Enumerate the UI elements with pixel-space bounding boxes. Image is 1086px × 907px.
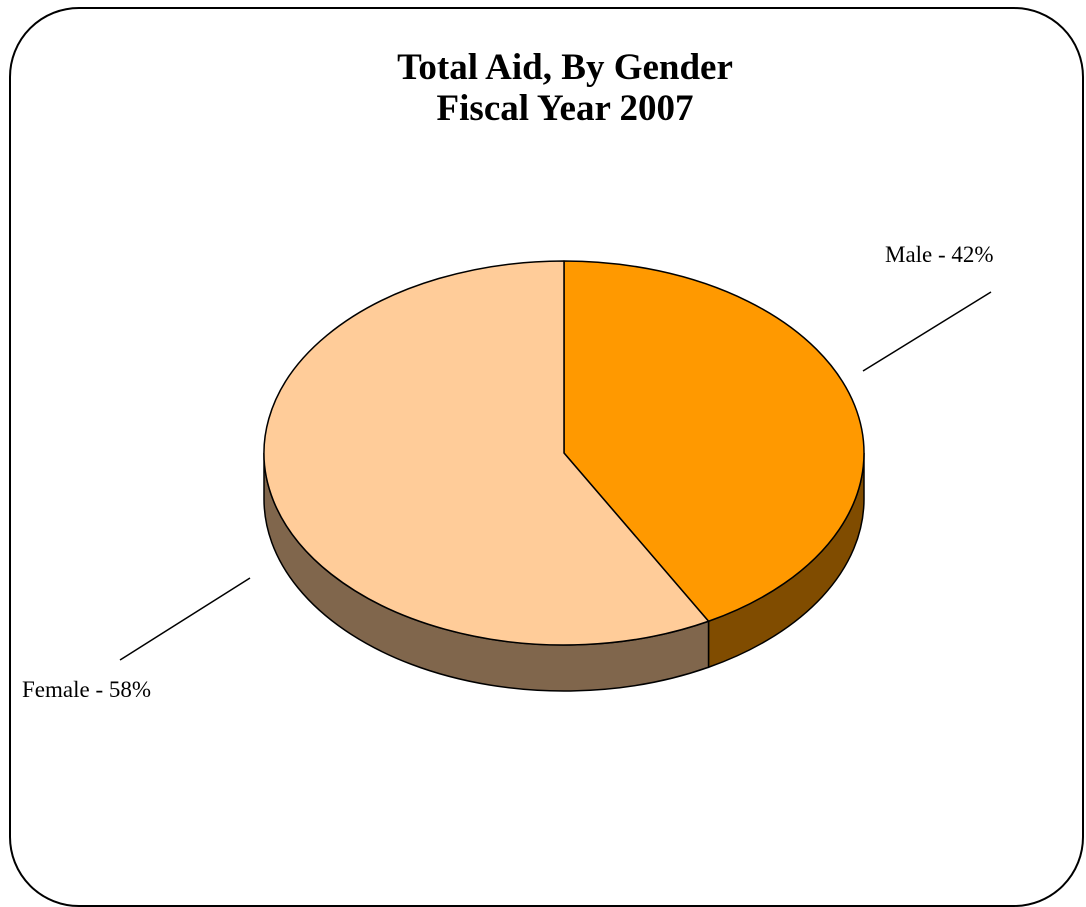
pie-chart: Male - 42% Female - 58% xyxy=(22,242,994,702)
slice-label-female: Female - 58% xyxy=(22,677,151,702)
pie-slice-female xyxy=(263,260,710,646)
slice-label-male: Male - 42% xyxy=(885,242,994,267)
chart-title: Total Aid, By Gender xyxy=(397,47,733,88)
leader-line-female xyxy=(119,577,251,661)
leader-line-male xyxy=(862,291,992,372)
chart-subtitle: Fiscal Year 2007 xyxy=(436,87,694,129)
pie-slice-male xyxy=(563,260,865,623)
chart-title-block: Total Aid, By Gender Fiscal Year 2007 xyxy=(0,47,1086,129)
pie-tops xyxy=(263,260,865,646)
leader-lines xyxy=(119,291,992,661)
